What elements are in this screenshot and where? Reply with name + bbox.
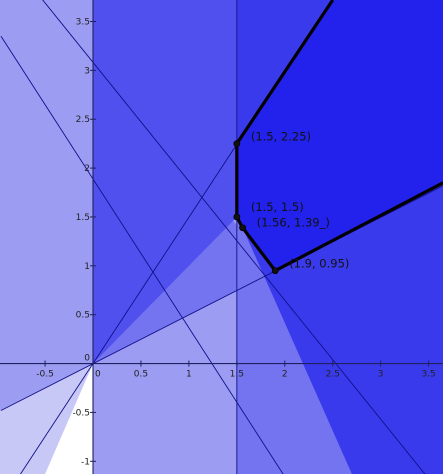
region-lower-left xyxy=(0,363,93,474)
feasible-boundary-line xyxy=(235,0,443,273)
vertex-points: (1.5, 2.25) (1.5, 1.5) (1.56, 1.39_) (1.9, … xyxy=(233,130,349,275)
vertex-point-2 xyxy=(233,213,241,221)
vertex-label-2: (1.5, 1.5) xyxy=(251,200,304,214)
y-tick-label: 1 xyxy=(84,262,90,272)
vertex-label-4: (1.9, 0.95) xyxy=(289,257,349,271)
vertex-point-3 xyxy=(239,224,246,232)
x-tick-label: 2 xyxy=(282,370,288,380)
vertex-label-1: (1.5, 2.25) xyxy=(251,130,311,144)
vertex-point-4 xyxy=(271,267,279,275)
region-upper-wedge xyxy=(93,0,237,364)
y-tick-label: 2 xyxy=(84,164,90,174)
y-tick-label: 3.5 xyxy=(76,18,90,28)
x-tick-label: -0.5 xyxy=(36,370,54,380)
origin-label-x: 0 xyxy=(95,370,101,380)
region-left-band xyxy=(0,0,93,411)
x-tick-label: 3.5 xyxy=(421,370,435,380)
y-tick-label: 0.5 xyxy=(76,311,90,321)
vertex-label-3: (1.56, 1.39_) xyxy=(257,216,330,230)
x-tick-label: 1.5 xyxy=(230,370,244,380)
origin-label-y: 0 xyxy=(84,354,90,364)
x-tick-label: 1 xyxy=(186,370,192,380)
y-tick-label: 3 xyxy=(84,66,90,76)
tick-labels: -0.5 0.5 1 1.5 2 2.5 3 3.5 -1 -0.5 0.5 1 1.5 2 2.5 3 3.5… xyxy=(36,18,435,468)
feasible-boundary xyxy=(235,0,443,273)
x-tick-label: 0.5 xyxy=(134,370,148,380)
y-tick-label: -1 xyxy=(81,457,90,467)
constraint-line-2 xyxy=(0,35,284,474)
y-tick-label: 1.5 xyxy=(76,213,90,223)
y-tick-label: 2.5 xyxy=(76,115,90,125)
axes xyxy=(44,21,430,462)
x-tick-label: 2.5 xyxy=(326,370,340,380)
y-tick-label: -0.5 xyxy=(72,408,90,418)
x-tick-label: 3 xyxy=(378,370,384,380)
vertex-point-1 xyxy=(233,140,241,148)
